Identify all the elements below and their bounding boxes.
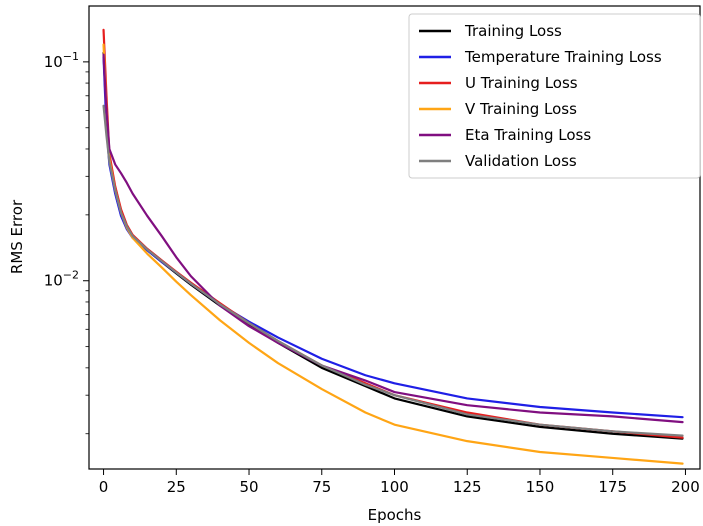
x-tick-label: 25 <box>167 478 186 496</box>
y-tick-label: 10−2 <box>44 269 79 290</box>
legend-label-1: Temperature Training Loss <box>464 48 662 66</box>
legend-label-5: Validation Loss <box>465 152 577 170</box>
x-tick-label: 150 <box>526 478 555 496</box>
legend-label-2: U Training Loss <box>465 74 578 92</box>
x-tick-label: 200 <box>671 478 700 496</box>
x-tick-label: 125 <box>453 478 482 496</box>
x-axis-label: Epochs <box>368 506 422 524</box>
legend-label-0: Training Loss <box>464 22 562 40</box>
legend-label-3: V Training Loss <box>465 100 577 118</box>
x-tick-label: 175 <box>598 478 627 496</box>
series-line-4 <box>102 53 684 424</box>
x-tick-label: 100 <box>380 478 409 496</box>
x-axis-ticks: 0 25 50 75 100 125 150 175 200 <box>99 469 700 496</box>
y-tick-label: 10−1 <box>44 50 79 71</box>
y-axis-label: RMS Error <box>8 199 26 274</box>
legend-box <box>408 13 701 179</box>
legend-label-4: Eta Training Loss <box>465 126 591 144</box>
x-tick-label: 50 <box>239 478 258 496</box>
x-tick-label: 75 <box>312 478 331 496</box>
series-layer <box>102 28 684 465</box>
series-line-5 <box>102 104 684 437</box>
legend: Training Loss Temperature Training Loss U … <box>408 13 701 179</box>
x-tick-label: 0 <box>99 478 109 496</box>
y-axis-ticks: 10−2 10−1 <box>44 50 89 435</box>
